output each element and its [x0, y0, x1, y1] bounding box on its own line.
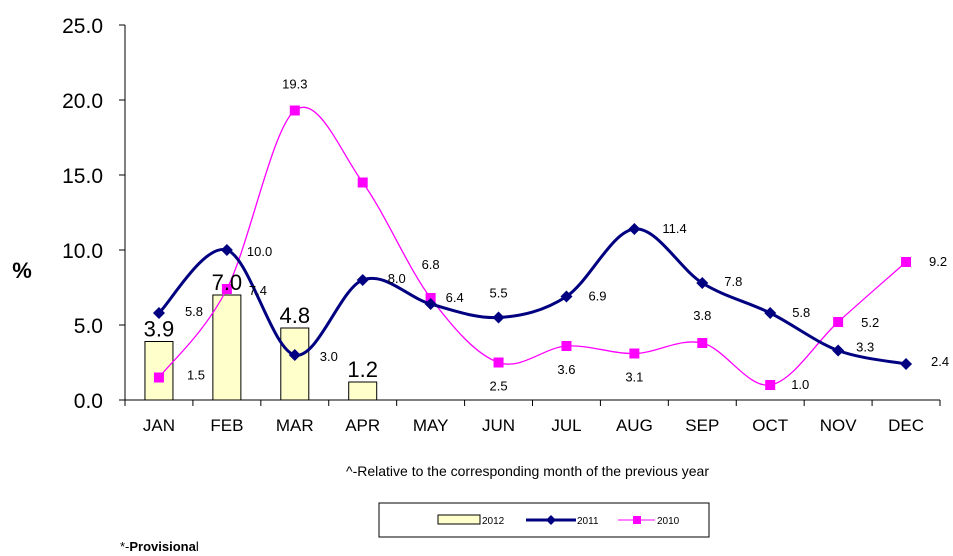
y-tick-label: 0.0 [74, 390, 103, 413]
marker-2011-may [424, 298, 437, 310]
footnote-prefix: *- [120, 539, 129, 554]
marker-2011-jun [492, 311, 505, 324]
marker-2010-mar [289, 105, 300, 116]
y-tick-label: 25.0 [62, 15, 103, 38]
legend-swatch-2012 [437, 514, 481, 525]
y-axis-ticks: 0.0 5.0 10.0 15.0 20.0 25.0 [62, 15, 125, 413]
data-label-2010: 19.3 [282, 77, 307, 92]
marker-2010-jul [561, 341, 572, 351]
data-label-2011: 6.9 [588, 289, 606, 304]
marker-2011-nov [832, 344, 845, 357]
x-tick-label-feb: FEB [210, 416, 243, 435]
marker-2011-apr [356, 274, 369, 286]
data-label-2010: 6.8 [422, 257, 440, 272]
legend: 2012 2011 2010 [378, 502, 710, 538]
x-axis-ticks: JAN FEB MAR APR MAY JUN JUL AUG SEP OCT NOV DEC [124, 400, 941, 435]
data-label-2011: 6.4 [446, 290, 464, 305]
legend-label-2011: 2011 [577, 516, 599, 527]
data-label-2011: 5.5 [490, 286, 508, 301]
legend-label-2010: 2010 [657, 516, 680, 527]
marker-2010-apr [357, 177, 368, 188]
x-tick-label-dec: DEC [888, 416, 924, 435]
marker-2010-jan [153, 372, 164, 383]
bar-2012-apr [348, 381, 378, 401]
x-tick-label-nov: NOV [820, 416, 858, 435]
x-tick-label-may: MAY [413, 416, 449, 435]
x-tick-label-jan: JAN [143, 416, 175, 435]
bar-label-2012: 7.0 [212, 270, 243, 295]
marker-2010-aug [629, 348, 640, 359]
series-2012-bars [144, 294, 378, 401]
y-tick-label: 10.0 [62, 240, 103, 263]
data-label-2010: 5.2 [861, 315, 879, 330]
data-label-2011: 11.4 [662, 221, 686, 236]
footnote-tail: l [196, 539, 199, 554]
marker-2011-jul [560, 290, 573, 303]
marker-2010-nov [833, 317, 844, 327]
annotation-note: ^-Relative to the corresponding month of… [346, 463, 709, 479]
bar-2012-jan [144, 341, 174, 401]
data-label-2010: 1.0 [791, 377, 809, 392]
legend-marker-2010 [633, 516, 641, 524]
x-tick-label-jul: JUL [551, 416, 581, 435]
y-tick-label: 5.0 [74, 315, 103, 338]
marker-2011-aug [628, 223, 641, 235]
data-label-2011: 3.0 [320, 349, 338, 364]
legend-marker-2011 [546, 515, 556, 525]
legend-label-2012: 2012 [482, 516, 505, 527]
marker-2011-dec [900, 358, 913, 370]
marker-2011-sep [696, 277, 709, 289]
data-labels: 3.9 7.0 4.8 1.2 5.8 10.0 3.0 8.0 6.4 5.5 6.9 11.4 7.… [144, 77, 949, 394]
x-tick-label-oct: OCT [752, 416, 788, 435]
x-tick-label-aug: AUG [616, 416, 653, 435]
marker-2011-feb [220, 244, 233, 256]
marker-2010-dec [901, 257, 912, 267]
data-label-2010: 2.5 [490, 379, 508, 394]
data-label-2011: 8.0 [388, 271, 406, 286]
y-tick-label: 15.0 [62, 165, 103, 188]
y-axis-label: % [12, 258, 32, 283]
data-label-2011: 5.8 [792, 305, 810, 320]
marker-2010-feb [221, 284, 232, 294]
marker-2010-jun [493, 357, 504, 368]
footnote-provisional: *-Provisional [120, 539, 199, 554]
data-label-2011: 7.8 [724, 274, 742, 289]
marker-2010-oct [765, 380, 776, 390]
x-tick-label-apr: APR [345, 416, 380, 435]
data-label-2010: 3.1 [625, 370, 643, 385]
bar-label-2012: 1.2 [347, 357, 378, 382]
bar-2012-feb [212, 294, 242, 401]
x-tick-label-sep: SEP [685, 416, 719, 435]
x-tick-label-jun: JUN [482, 416, 515, 435]
data-label-2010: 9.2 [929, 254, 947, 269]
data-label-2011: 2.4 [931, 354, 949, 369]
marker-2011-mar [288, 349, 301, 361]
data-label-2010: 1.5 [187, 368, 205, 383]
marker-2011-jan [152, 307, 165, 319]
marker-2010-sep [697, 338, 708, 348]
data-label-2010: 3.8 [693, 308, 711, 323]
data-label-2010: 7.4 [249, 283, 267, 298]
data-label-2011: 3.3 [856, 340, 874, 355]
data-label-2011: 5.8 [185, 304, 203, 319]
bar-2012-mar [280, 327, 310, 401]
x-tick-label-mar: MAR [276, 416, 314, 435]
data-label-2010: 3.6 [557, 362, 575, 377]
footnote-bold: Provisiona [129, 539, 196, 554]
series-lines [152, 105, 913, 390]
y-tick-label: 20.0 [62, 90, 103, 113]
bar-label-2012: 4.8 [279, 303, 310, 328]
bar-label-2012: 3.9 [144, 317, 175, 342]
data-label-2011: 10.0 [247, 244, 272, 259]
marker-2011-oct [764, 307, 777, 319]
